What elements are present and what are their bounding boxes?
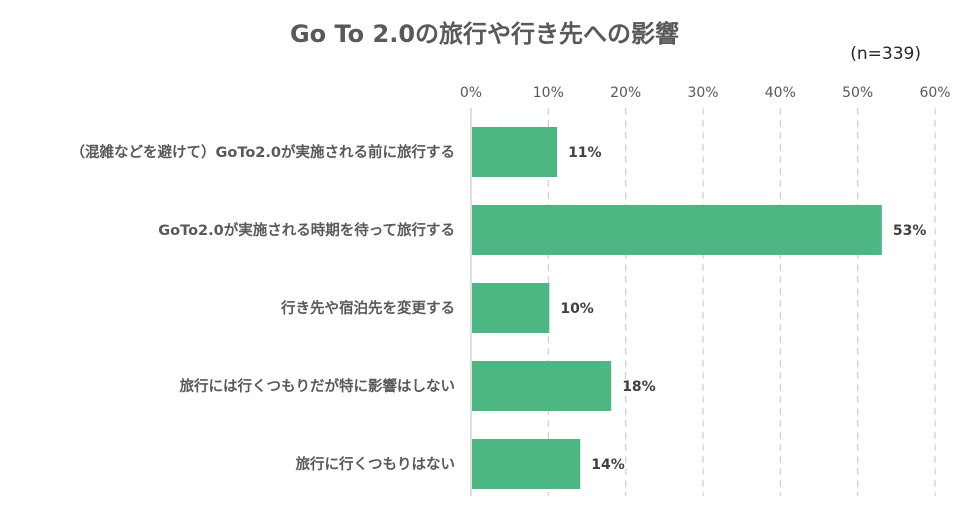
sample-size-note: (n=339) (850, 44, 921, 64)
data-label: 14% (591, 457, 625, 473)
category-label: 旅行には行くつもりだが特に影響はしない (180, 377, 456, 395)
data-label: 53% (893, 223, 927, 239)
category-label: （混雑などを避けて）GoTo2.0が実施される前に旅行する (71, 143, 455, 161)
chart-title: Go To 2.0の旅行や行き先への影響 (289, 20, 680, 48)
x-tick-label: 0% (460, 85, 482, 101)
x-tick-label: 50% (842, 85, 873, 101)
x-tick-label: 60% (919, 85, 950, 101)
data-label: 18% (622, 379, 656, 395)
x-tick-label: 10% (533, 85, 564, 101)
data-label: 10% (560, 301, 594, 317)
category-label: 旅行に行くつもりはない (296, 455, 456, 473)
bar (472, 283, 550, 333)
category-label: 行き先や宿泊先を変更する (280, 299, 455, 317)
bar (472, 127, 558, 177)
x-tick-label: 40% (765, 85, 796, 101)
bar (472, 361, 612, 411)
x-tick-label: 30% (687, 85, 718, 101)
bar (472, 205, 882, 255)
bars (472, 127, 882, 489)
x-tick-label: 20% (610, 85, 641, 101)
category-labels: （混雑などを避けて）GoTo2.0が実施される前に旅行する GoTo2.0が実施さ… (71, 143, 455, 473)
data-labels: 11% 53% 10% 18% 14% (560, 145, 926, 473)
x-tick-labels: 0% 10% 20% 30% 40% 50% 60% (460, 85, 951, 101)
category-label: GoTo2.0が実施される時期を待って旅行する (158, 221, 455, 239)
data-label: 11% (568, 145, 602, 161)
bar (472, 439, 581, 489)
